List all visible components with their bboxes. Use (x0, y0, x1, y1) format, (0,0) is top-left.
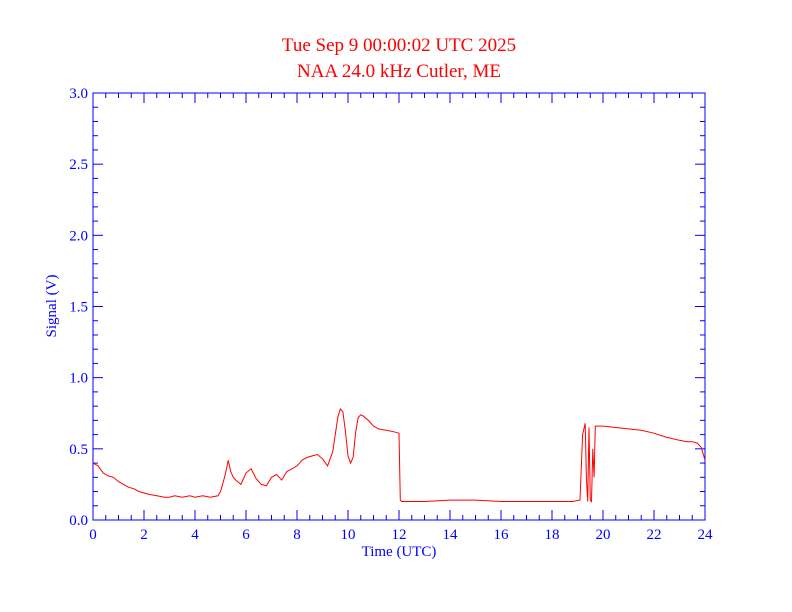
chart-title: Tue Sep 9 00:00:02 UTC 2025 (282, 35, 516, 56)
x-tick-label: 20 (596, 527, 611, 543)
y-tick-label: 2.0 (69, 228, 88, 244)
y-tick-label: 1.0 (69, 371, 88, 387)
x-tick-label: 14 (443, 527, 459, 543)
x-axis-label: Time (UTC) (362, 544, 437, 560)
y-tick-label: 3.0 (69, 86, 88, 102)
x-tick-label: 16 (494, 527, 510, 543)
x-tick-label: 6 (242, 527, 250, 543)
x-tick-label: 0 (89, 527, 97, 543)
x-tick-label: 18 (545, 527, 560, 543)
x-tick-label: 12 (392, 527, 407, 543)
x-tick-label: 24 (698, 527, 714, 543)
x-tick-label: 8 (293, 527, 301, 543)
x-tick-label: 22 (647, 527, 662, 543)
y-tick-label: 0.5 (69, 442, 88, 458)
y-tick-label: 2.5 (69, 157, 88, 173)
x-tick-label: 4 (191, 527, 199, 543)
y-tick-label: 0.0 (69, 513, 88, 529)
x-tick-label: 10 (341, 527, 356, 543)
plot-frame (92, 92, 706, 521)
chart-subtitle: NAA 24.0 kHz Cutler, ME (297, 61, 501, 82)
y-tick-label: 1.5 (69, 300, 88, 316)
signal-line (92, 408, 706, 503)
x-tick-label: 2 (140, 527, 148, 543)
y-axis-label: Signal (V) (44, 275, 60, 338)
